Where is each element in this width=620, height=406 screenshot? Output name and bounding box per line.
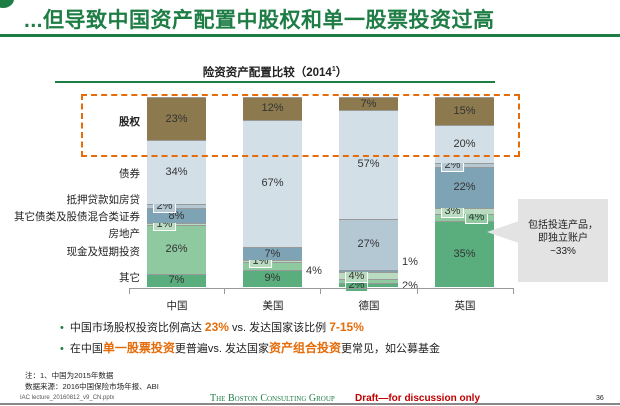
axis-tick bbox=[417, 288, 418, 294]
bar-segment bbox=[339, 218, 398, 270]
data-label: 22% bbox=[453, 181, 476, 194]
chart-divider bbox=[55, 81, 495, 83]
bullet-icon: • bbox=[60, 322, 64, 334]
data-label: 67% bbox=[261, 177, 284, 190]
bar-segment bbox=[147, 223, 206, 225]
x-axis bbox=[129, 288, 514, 289]
data-label: 7% bbox=[360, 97, 377, 110]
bar-segment bbox=[435, 213, 494, 222]
data-label: 4% bbox=[306, 265, 322, 278]
page-title: ...但导致中国资产配置中股权和单一股票投资过高 bbox=[24, 9, 495, 32]
legend-label-real-estate: 房地产 bbox=[108, 228, 141, 240]
legend-label-cash: 现金及短期投资 bbox=[66, 246, 141, 258]
x-label-china: 中国 bbox=[166, 300, 188, 312]
title-divider bbox=[0, 34, 620, 37]
file-name: IAC lecture_20160812_v9_CN.pptx bbox=[20, 395, 115, 401]
bullet-text: 在中国 bbox=[69, 343, 103, 355]
bar-segment bbox=[435, 166, 494, 208]
data-label: 12% bbox=[261, 102, 284, 115]
equity-highlight-box bbox=[81, 94, 520, 157]
x-label-germany: 德国 bbox=[358, 300, 380, 312]
data-label: 9% bbox=[264, 272, 281, 285]
callout-line: 包括投连产品， bbox=[528, 220, 598, 231]
data-label: 35% bbox=[453, 248, 476, 261]
data-label: 27% bbox=[357, 238, 380, 251]
chart-title-text: 险资资产配置比较（2014 bbox=[202, 67, 332, 79]
bullet-text: vs. 发达国家该比例 bbox=[228, 322, 330, 334]
bar-segment bbox=[435, 207, 494, 214]
legend-label-other-bonds: 其它债类及股债混合类证券 bbox=[14, 211, 140, 223]
data-label: 23% bbox=[165, 112, 188, 125]
bar-segment bbox=[243, 269, 302, 287]
bar-segment bbox=[243, 119, 302, 248]
data-label: 4% bbox=[344, 268, 369, 283]
bar-segment bbox=[243, 262, 302, 270]
bottom-divider bbox=[0, 403, 620, 405]
data-label: 7% bbox=[264, 247, 281, 260]
chart-title-footnote: 1 bbox=[331, 66, 336, 74]
bar-segment bbox=[147, 273, 206, 287]
bar-segment bbox=[435, 97, 494, 126]
callout-box: 包括投连产品， 即独立账户 ~33% bbox=[518, 199, 608, 282]
x-label-uk: 英国 bbox=[454, 300, 476, 312]
x-label-usa: 美国 bbox=[262, 300, 284, 312]
axis-tick bbox=[513, 288, 514, 294]
highlight-text: 23% bbox=[204, 320, 229, 334]
bullet-text: 更普遍vs. 发达国家 bbox=[174, 343, 269, 355]
callout-pointer bbox=[487, 221, 519, 243]
axis-tick bbox=[320, 288, 321, 294]
bar-segment bbox=[435, 162, 494, 167]
data-label: 34% bbox=[165, 166, 188, 179]
bullet-text: 中国市场股权投资比例高达 bbox=[69, 322, 205, 334]
bar-segment bbox=[243, 247, 302, 261]
highlight-text: 资产组合投资 bbox=[269, 341, 342, 355]
chart-title-end: ） bbox=[335, 67, 348, 79]
brand-logo: The Boston Consulting Group bbox=[210, 393, 335, 404]
legend-label-bonds: 债券 bbox=[119, 168, 140, 180]
bar-segment bbox=[147, 97, 206, 141]
bar-segment bbox=[435, 221, 494, 287]
bar-segment bbox=[339, 283, 398, 287]
data-label: 57% bbox=[357, 158, 380, 171]
bullet-text: 更常见，如公募基金 bbox=[341, 343, 441, 355]
logo-icon bbox=[0, 0, 14, 8]
legend-label-equity: 股权 bbox=[119, 116, 140, 128]
axis-tick bbox=[224, 288, 225, 294]
highlight-text: 单一股票投资 bbox=[102, 341, 175, 355]
data-label: 1% bbox=[402, 255, 418, 268]
bullet-point: • 中国市场股权投资比例高达 23% vs. 发达国家该比例 7-15% bbox=[60, 319, 364, 335]
axis-tick bbox=[129, 288, 130, 294]
chart-title: 险资资产配置比较（20141） bbox=[55, 64, 495, 80]
bar-segment bbox=[147, 204, 206, 208]
bar-segment bbox=[339, 271, 398, 280]
data-label: 7% bbox=[168, 274, 185, 287]
footnote: 注：1、中国为2015年数据 bbox=[25, 371, 114, 380]
data-label: 20% bbox=[453, 138, 476, 151]
bar-segment bbox=[339, 110, 398, 219]
bar-segment bbox=[339, 97, 398, 111]
legend-label-other: 其它 bbox=[119, 272, 140, 284]
draft-notice: Draft—for discussion only bbox=[355, 393, 481, 404]
legend-label-mortgage: 抵押贷款如房贷 bbox=[66, 194, 141, 206]
callout-line: 即独立账户 bbox=[538, 233, 588, 244]
data-label: 15% bbox=[453, 105, 476, 118]
highlight-text: 7-15% bbox=[329, 320, 364, 334]
callout-line: ~33% bbox=[550, 246, 576, 257]
bar-segment bbox=[243, 260, 302, 263]
source-note: 数据来源：2016中国保险市场年报、ABI bbox=[25, 382, 159, 391]
data-label: 26% bbox=[165, 243, 188, 256]
bar-segment bbox=[147, 224, 206, 274]
page-number: 36 bbox=[596, 395, 604, 402]
bar-segment bbox=[147, 140, 206, 205]
bar-segment bbox=[339, 269, 398, 272]
bar-segment bbox=[243, 97, 302, 120]
bar-segment bbox=[339, 279, 398, 284]
data-label: 2% bbox=[402, 280, 418, 293]
bullet-icon: • bbox=[60, 343, 64, 355]
bullet-point: • 在中国单一股票投资更普遍vs. 发达国家资产组合投资更常见，如公募基金 bbox=[60, 339, 440, 356]
